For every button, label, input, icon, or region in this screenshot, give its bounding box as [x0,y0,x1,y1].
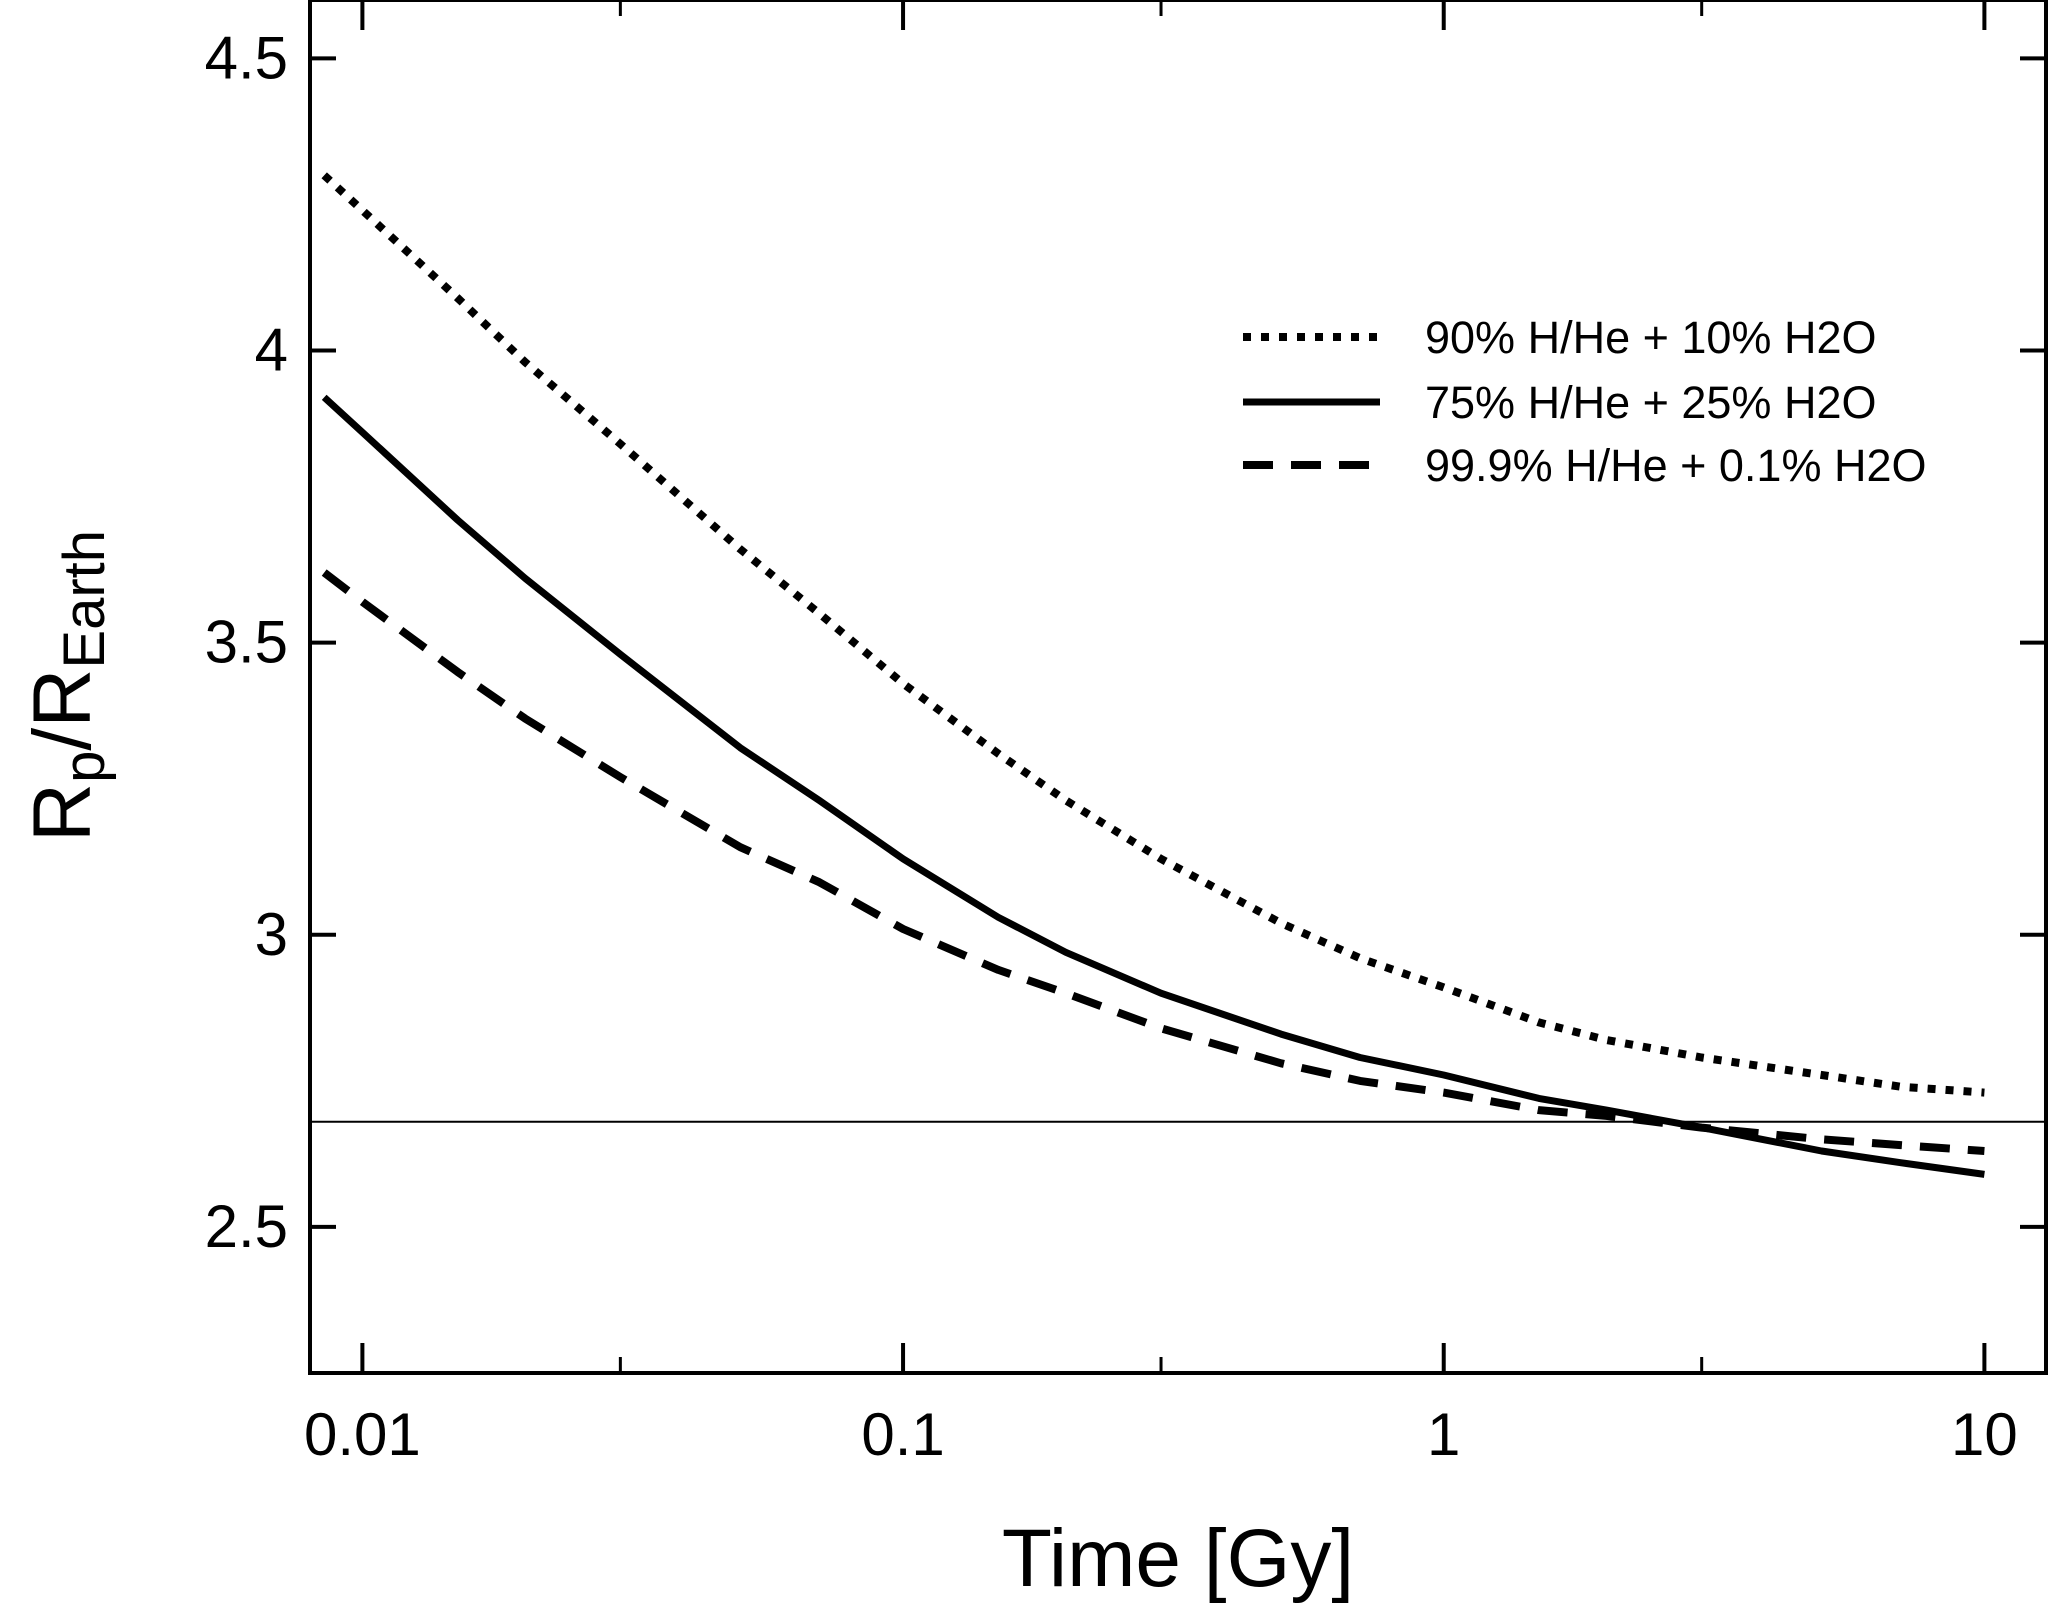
axis-ticks: 2.5 3 3.5 4 4.5 0.01 0.1 1 10 [205,0,2046,1468]
legend-label: 75% H/He + 25% H2O [1425,377,1876,428]
x-tick-label: 0.1 [861,1401,944,1468]
plot-frame [308,0,2048,1375]
y-tick-label: 4 [255,317,288,384]
y-tick-label: 2.5 [205,1193,288,1260]
legend-label: 99.9% H/He + 0.1% H2O [1425,440,1927,491]
series-line-dashed [321,569,1985,1155]
y-tick-label: 3 [255,901,288,968]
legend: 90% H/He + 10% H2O 75% H/He + 25% H2O 99.9… [1243,312,1927,491]
y-tick-label: 4.5 [205,24,288,91]
x-axis-label: Time [Gy] [1002,1513,1354,1604]
legend-label: 90% H/He + 10% H2O [1425,312,1876,363]
y-label-sub-earth: Earth [52,530,117,669]
series-line-dotted [321,172,1985,1097]
y-tick-label: 3.5 [205,609,288,676]
y-label-slash: /R [17,669,108,751]
x-tick-label: 10 [1951,1401,2018,1468]
series-group [321,172,1985,1178]
series-line-solid [321,394,1985,1178]
y-label-base: R [17,783,108,842]
x-tick-label: 1 [1427,1401,1460,1468]
y-axis-label: Rp/REarth [17,530,117,842]
x-tick-label: 0.01 [304,1401,421,1468]
y-label-sub-p: p [52,751,117,783]
